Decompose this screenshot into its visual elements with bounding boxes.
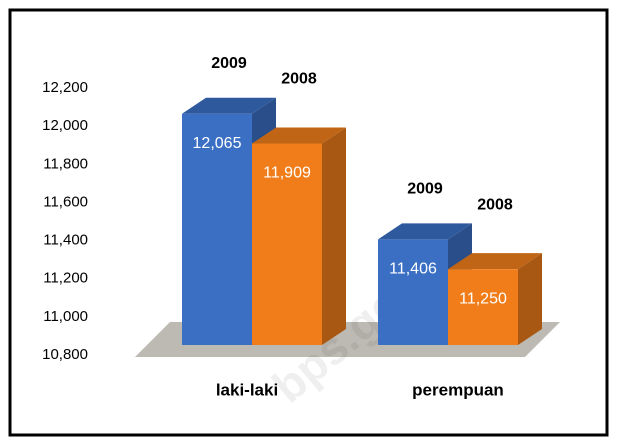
series-label: 2009	[211, 55, 247, 72]
data-label: 11,406	[389, 261, 437, 278]
data-label: 11,250	[459, 290, 507, 307]
data-label: 11,909	[263, 165, 311, 182]
bar-side	[518, 253, 542, 345]
y-tick-label: 11,800	[43, 155, 88, 172]
data-label: 12,065	[193, 135, 242, 152]
bar	[252, 143, 322, 345]
x-tick-label: perempuan	[412, 380, 504, 399]
x-tick-label: laki-laki	[216, 380, 278, 399]
bar-top	[182, 97, 276, 114]
y-tick-label: 12,000	[42, 117, 88, 134]
bar-top	[448, 253, 542, 270]
y-tick-label: 11,600	[43, 193, 88, 210]
bar	[448, 269, 518, 345]
y-tick-label: 11,400	[43, 232, 88, 249]
y-tick-label: 11,000	[43, 308, 88, 325]
series-label: 2008	[477, 196, 513, 213]
series-label: 2009	[407, 181, 443, 198]
series-label: 2008	[281, 71, 317, 88]
bar-top	[378, 223, 472, 240]
bar	[182, 113, 252, 345]
y-tick-label: 12,200	[42, 79, 88, 96]
bar	[378, 239, 448, 345]
bar-side	[322, 127, 346, 345]
y-tick-label: 11,200	[43, 270, 88, 287]
bar-top	[252, 127, 346, 144]
y-tick-label: 10,800	[42, 346, 88, 363]
